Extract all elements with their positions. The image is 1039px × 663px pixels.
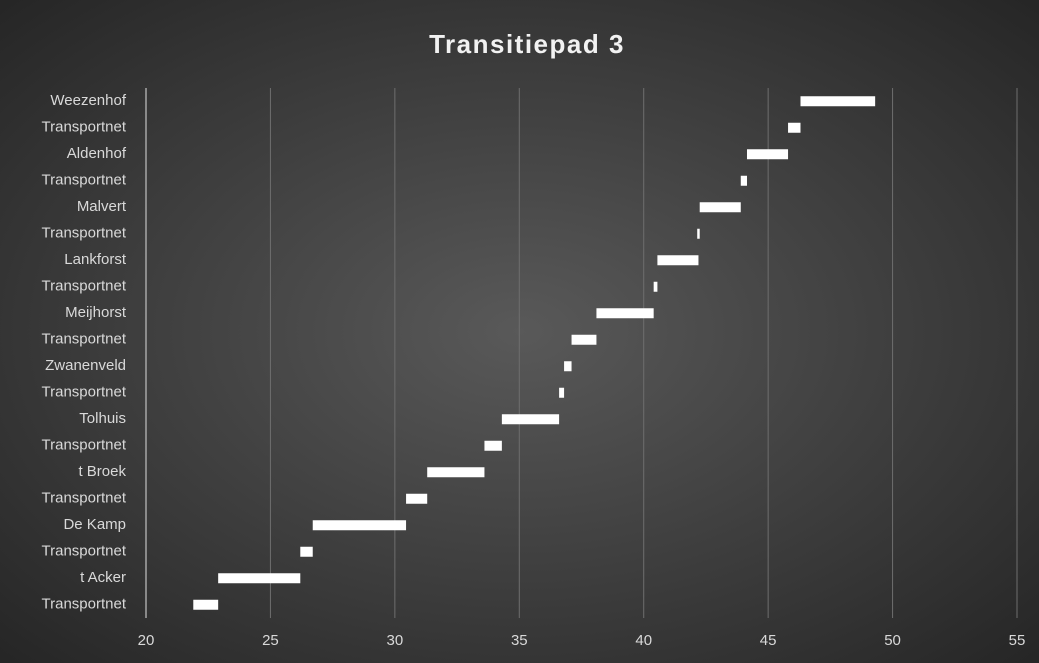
- bar: [657, 255, 699, 266]
- bar: [800, 96, 876, 107]
- y-tick-label: t Broek: [78, 463, 126, 480]
- y-tick-label: Transportnet: [42, 331, 127, 348]
- y-tick-label: Zwanenveld: [45, 357, 126, 374]
- bar: [501, 414, 560, 425]
- bar: [699, 202, 741, 213]
- y-tick-label: Transportnet: [42, 596, 127, 613]
- bar: [484, 440, 502, 451]
- bar: [406, 493, 428, 504]
- x-tick-label: 45: [760, 632, 777, 649]
- bar: [312, 520, 407, 531]
- chart-title: Transitiepad 3: [429, 29, 625, 59]
- bar: [193, 599, 219, 610]
- y-tick-label: Malvert: [77, 198, 127, 215]
- bar: [559, 387, 565, 398]
- bar: [788, 122, 801, 133]
- y-tick-label: Transportnet: [42, 119, 127, 136]
- bar: [740, 175, 747, 186]
- y-tick-label: Meijhorst: [65, 304, 127, 321]
- x-tick-label: 35: [511, 632, 528, 649]
- y-tick-label: Transportnet: [42, 172, 127, 189]
- x-tick-label: 30: [387, 632, 404, 649]
- x-tick-label: 55: [1009, 632, 1026, 649]
- bar: [300, 546, 313, 557]
- y-tick-label: Transportnet: [42, 437, 127, 454]
- y-tick-label: Transportnet: [42, 543, 127, 560]
- y-tick-label: Tolhuis: [79, 410, 126, 427]
- y-tick-label: Transportnet: [42, 384, 127, 401]
- bar: [746, 149, 789, 160]
- x-tick-label: 25: [262, 632, 279, 649]
- y-tick-label: Transportnet: [42, 278, 127, 295]
- bar: [427, 467, 485, 478]
- bar: [697, 228, 700, 239]
- bar: [564, 361, 572, 372]
- bar: [571, 334, 597, 345]
- y-tick-label: Weezenhof: [50, 92, 126, 109]
- x-tick-label: 50: [884, 632, 901, 649]
- y-tick-label: Aldenhof: [67, 145, 127, 162]
- bar: [596, 308, 654, 319]
- x-tick-label: 40: [635, 632, 652, 649]
- bar: [218, 573, 301, 584]
- y-tick-label: Lankforst: [64, 251, 127, 268]
- y-tick-label: De Kamp: [63, 516, 126, 533]
- y-tick-label: Transportnet: [42, 490, 127, 507]
- y-tick-label: t Acker: [80, 569, 126, 586]
- y-tick-label: Transportnet: [42, 225, 127, 242]
- x-tick-label: 20: [138, 632, 155, 649]
- bar: [653, 281, 658, 292]
